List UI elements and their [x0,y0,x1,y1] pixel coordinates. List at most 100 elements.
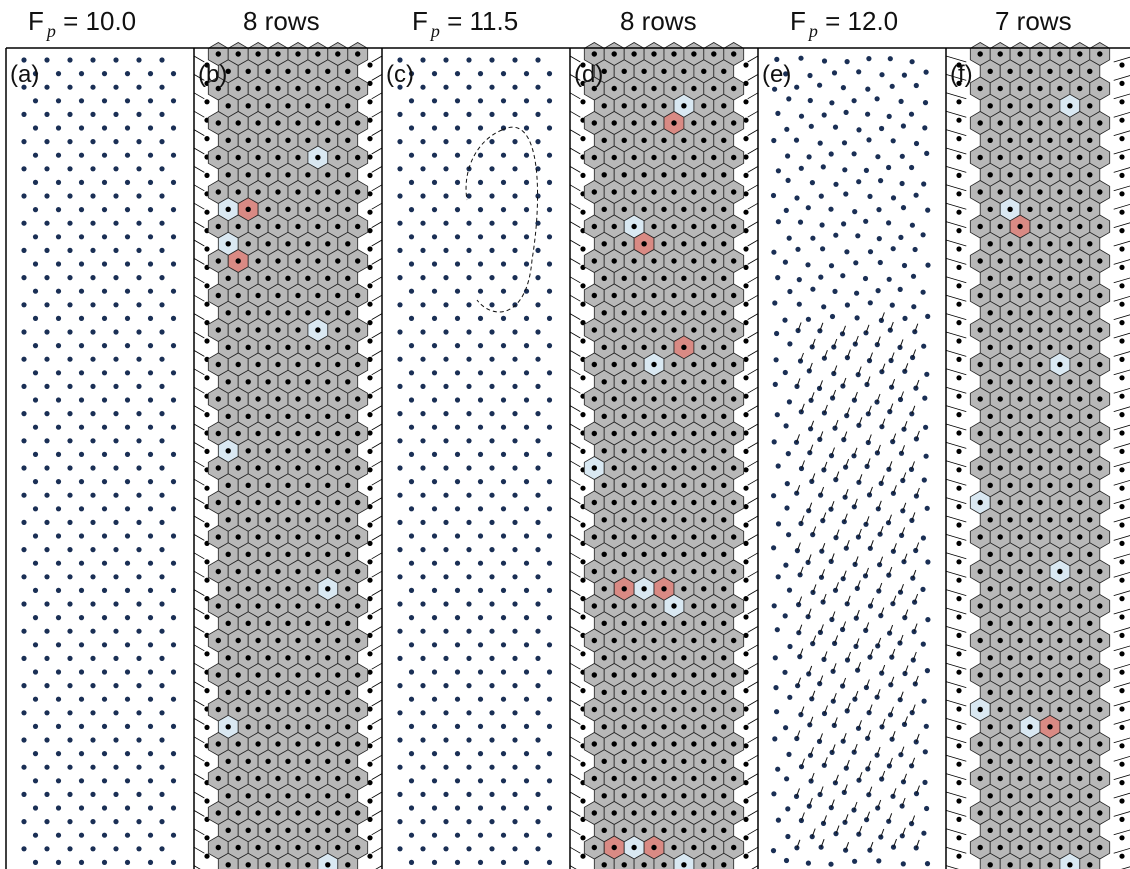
voronoi-particle [681,137,687,143]
voronoi-particle [1067,517,1073,523]
particle [785,153,791,159]
edge-cell-line [945,718,967,725]
voronoi-particle [1077,637,1083,644]
particle-trail [857,528,862,538]
particle [124,125,131,131]
edge-particle [367,669,373,675]
voronoi-particle [977,258,983,264]
voronoi-particle [591,534,597,540]
voronoi-particle [591,223,597,230]
particle [854,315,860,321]
edge-cell-line [747,313,759,320]
particle-trail [903,553,908,562]
particle [147,288,154,294]
voronoi-particle [225,137,231,143]
particle [535,302,541,308]
edge-cell-line [193,699,205,707]
particle [55,696,62,702]
particle-trail [904,609,909,618]
edge-particle [580,99,586,105]
voronoi-particle [235,154,241,161]
particle [420,247,426,253]
voronoi-particle [651,603,657,609]
edge-cell-line [371,570,383,578]
voronoi-particle [295,189,301,195]
particle [113,601,119,607]
particle [772,736,778,742]
particle [535,275,541,281]
edge-particle [743,706,749,712]
particle [159,220,165,226]
particle-trail [865,622,870,631]
voronoi-particle [681,275,687,281]
voronoi-particle [681,862,687,868]
particle [798,113,805,119]
edge-particle [1119,80,1125,86]
particle [67,57,73,63]
voronoi-particle [1007,862,1013,868]
voronoi-particle [245,275,251,281]
voronoi-particle [1047,344,1053,350]
particle [408,315,415,321]
voronoi-particle [731,706,737,713]
particle [454,152,461,158]
particle-trail [858,772,863,781]
particle-trail [844,814,849,823]
particle [535,683,541,689]
voronoi-particle [641,827,647,833]
particle [876,207,882,213]
voronoi-particle [1077,844,1083,851]
particle [159,329,165,335]
voronoi-particle [255,430,261,437]
particle [67,111,73,117]
edge-particle [956,412,962,418]
particle [147,723,154,730]
particle [44,819,50,825]
voronoi-particle [1037,672,1043,678]
particle-trail [846,407,851,416]
particle [124,560,131,566]
particle [420,356,426,362]
edge-cell-line [569,478,581,486]
particle-trail [845,842,850,851]
voronoi-particle [285,620,291,626]
voronoi-particle [235,568,241,575]
voronoi-particle [255,637,261,644]
edge-cell-line [193,736,205,744]
particle [466,220,472,226]
voronoi-particle [235,844,241,851]
particle [147,234,154,240]
voronoi-particle [1057,568,1063,575]
particle [782,613,788,619]
voronoi-particle [265,172,271,178]
edge-cell-line [371,239,383,247]
voronoi-particle [265,517,271,523]
voronoi-particle [731,223,737,230]
voronoi-particle [641,689,647,695]
particle [78,587,85,594]
voronoi-particle [681,68,687,75]
voronoi-cell [1079,852,1101,869]
voronoi-particle [611,603,617,609]
voronoi-particle [315,292,321,299]
particle-trail [877,500,882,509]
particle-trail [796,542,801,551]
particle [842,819,848,825]
voronoi-particle [621,793,627,799]
particle [546,778,553,784]
edge-particle [956,743,962,749]
particle [420,519,426,526]
particle [877,531,883,537]
edge-particle [204,651,210,657]
particle [21,193,27,199]
voronoi-particle [325,172,331,178]
edge-particle [1119,485,1125,491]
particle [32,179,39,185]
particle-trail [811,338,816,348]
voronoi-particle [997,637,1003,644]
voronoi-particle [345,793,351,799]
edge-particle [1119,632,1125,639]
edge-cell-line [371,718,383,725]
edge-cell-line [1113,627,1130,633]
particle-trail [911,405,916,414]
